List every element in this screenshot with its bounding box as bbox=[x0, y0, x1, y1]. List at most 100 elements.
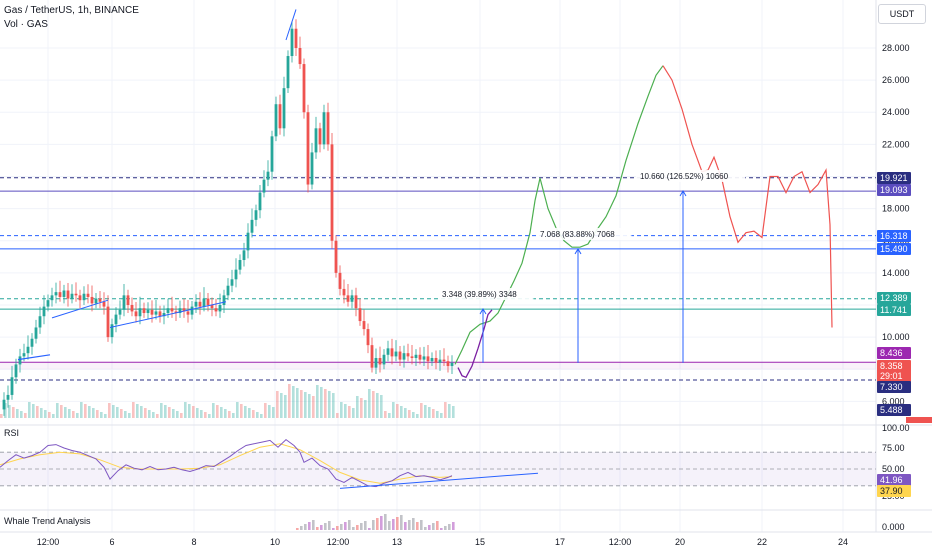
candle-body bbox=[334, 240, 338, 273]
candle-body bbox=[146, 309, 150, 314]
volume-bar bbox=[216, 405, 219, 418]
whale-trend-bar bbox=[360, 523, 363, 530]
projection-line-red bbox=[662, 65, 833, 328]
whale-trend-bar bbox=[400, 515, 403, 530]
volume-bar bbox=[96, 410, 99, 418]
price-tag-label: 29:01 bbox=[880, 371, 903, 381]
volume-bar bbox=[176, 411, 179, 418]
whale-trend-bar bbox=[408, 520, 411, 530]
whale-trend-bar bbox=[412, 518, 415, 530]
candle-body bbox=[358, 308, 362, 322]
volume-bar bbox=[112, 405, 115, 418]
volume-bar bbox=[188, 404, 191, 418]
volume-bar bbox=[8, 405, 11, 418]
candle-body bbox=[410, 356, 414, 358]
volume-bar bbox=[128, 413, 131, 418]
whale-trend-bar bbox=[364, 521, 367, 530]
price-tag-label: 19.093 bbox=[880, 185, 908, 195]
whale-trend-bar bbox=[380, 516, 383, 530]
volume-bar bbox=[308, 394, 311, 418]
candle-body bbox=[6, 394, 10, 400]
candle-body bbox=[78, 295, 82, 301]
price-tag-label: 7.330 bbox=[880, 382, 903, 392]
rsi-trendline bbox=[339, 472, 539, 489]
measurement-label: 7.068 (83.88%) 7068 bbox=[540, 230, 615, 239]
candle-body bbox=[110, 324, 114, 338]
volume-bar bbox=[276, 391, 279, 418]
volume-bar bbox=[424, 405, 427, 418]
candle-body bbox=[226, 285, 230, 296]
candle-body bbox=[86, 293, 90, 297]
candle-body bbox=[54, 292, 58, 296]
measurement-arrow bbox=[679, 189, 687, 197]
measurement-label-bg bbox=[636, 169, 746, 182]
whale-trend-title: Whale Trend Analysis bbox=[4, 516, 91, 526]
volume-bar bbox=[332, 393, 335, 418]
price-tag: 11.741 bbox=[877, 304, 911, 316]
volume-bar bbox=[0, 414, 3, 418]
trendline bbox=[285, 9, 297, 41]
time-tick-label: 13 bbox=[392, 537, 402, 547]
candle-body bbox=[74, 293, 78, 296]
volume-legend: Vol · GAS bbox=[4, 19, 48, 30]
whale-trend-bar bbox=[420, 520, 423, 530]
rsi-tick-label: 100.00 bbox=[882, 423, 910, 433]
volume-bar bbox=[204, 412, 207, 418]
trendline bbox=[51, 299, 109, 319]
volume-bar bbox=[268, 405, 271, 418]
candle-body bbox=[406, 353, 410, 357]
whale-trend-bar bbox=[392, 519, 395, 530]
candle-body bbox=[66, 290, 70, 299]
price-tag: 12.389 bbox=[877, 292, 911, 304]
volume-bar bbox=[280, 393, 283, 418]
time-tick-label: 20 bbox=[675, 537, 685, 547]
candle-body bbox=[94, 298, 98, 304]
candle-body bbox=[218, 304, 222, 312]
time-tick-label: 10 bbox=[270, 537, 280, 547]
volume-bar bbox=[412, 412, 415, 418]
volume-bar bbox=[52, 414, 55, 418]
rsi-tag-label: 37.90 bbox=[880, 486, 903, 496]
candle-body bbox=[170, 308, 174, 312]
volume-bar bbox=[292, 386, 295, 418]
volume-bar bbox=[108, 403, 111, 418]
whale-trend-bar bbox=[428, 525, 431, 530]
whale-trend-bar bbox=[328, 521, 331, 530]
rsi-tag: 37.90 bbox=[877, 485, 911, 497]
volume-bar bbox=[160, 403, 163, 418]
price-tick-label: 18.000 bbox=[882, 204, 910, 214]
volume-bar bbox=[272, 407, 275, 418]
volume-bar bbox=[408, 410, 411, 418]
whale-trend-bar bbox=[324, 523, 327, 530]
candle-body bbox=[30, 338, 34, 347]
volume-bar bbox=[372, 391, 375, 418]
price-tick-label: 26.000 bbox=[882, 75, 910, 85]
candle-body bbox=[278, 104, 282, 129]
candle-body bbox=[306, 112, 310, 185]
candle-body bbox=[210, 304, 214, 309]
candle-body bbox=[142, 308, 146, 314]
candle-body bbox=[418, 354, 422, 360]
candle-body bbox=[182, 308, 186, 312]
price-tag: 16.318 bbox=[877, 230, 911, 242]
price-tick-label: 24.000 bbox=[882, 107, 910, 117]
candle-body bbox=[290, 28, 294, 57]
whale-trend-bar bbox=[376, 518, 379, 530]
volume-bar bbox=[232, 413, 235, 418]
currency-button[interactable]: USDT bbox=[878, 4, 926, 24]
volume-bar bbox=[328, 391, 331, 418]
price-tag: 8.358 bbox=[877, 360, 911, 372]
volume-bar bbox=[432, 409, 435, 418]
volume-bar bbox=[40, 408, 43, 418]
volume-bar bbox=[224, 409, 227, 418]
projection-line-green bbox=[454, 65, 664, 365]
rsi-tag-bg bbox=[877, 485, 911, 497]
volume-bar bbox=[72, 411, 75, 418]
candle-body bbox=[46, 300, 50, 307]
price-tag-label: 19.921 bbox=[880, 173, 908, 183]
time-tick-label: 15 bbox=[475, 537, 485, 547]
volume-bar bbox=[44, 410, 47, 418]
candle-body bbox=[394, 351, 398, 357]
